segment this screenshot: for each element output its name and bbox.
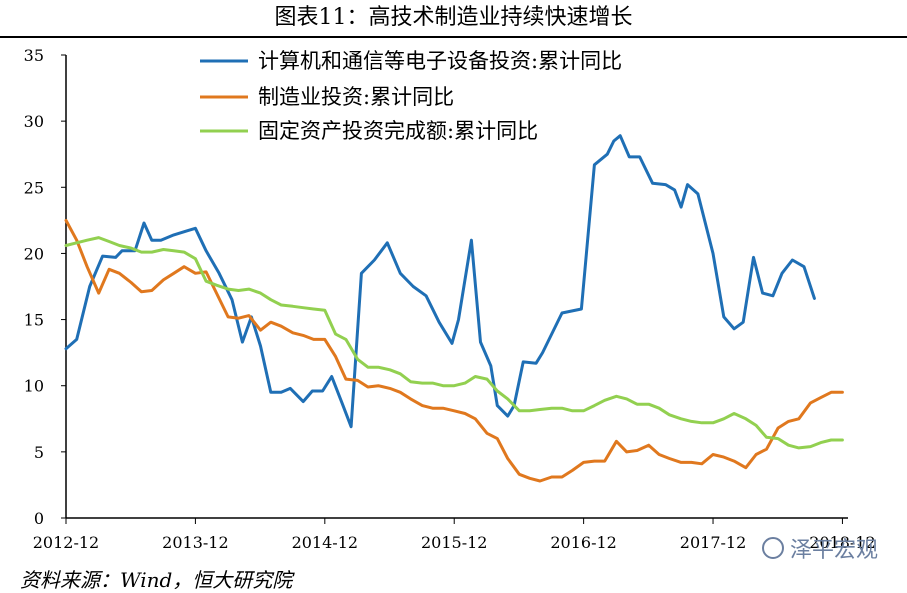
- y-tick-label: 35: [24, 46, 44, 65]
- series-line-3: [64, 236, 844, 450]
- x-axis-ticks: 2012-12 2013-12 2014-12 2015-12 2016-12 2017-…: [33, 518, 876, 552]
- legend: 计算机和通信等电子设备投资:累计同比制造业投资:累计同比固定资产投资完成额:累计…: [200, 49, 622, 143]
- y-tick-label: 15: [24, 311, 44, 330]
- x-tick-label: 2014-12: [292, 533, 358, 552]
- chart-title: 图表11：高技术制造业持续快速增长: [0, 0, 907, 38]
- legend-label-1: 计算机和通信等电子设备投资:累计同比: [258, 49, 622, 73]
- y-tick-label: 30: [24, 112, 44, 131]
- y-tick-label: 25: [24, 178, 44, 197]
- x-tick-label: 2018-12: [809, 533, 875, 552]
- x-tick-label: 2012-12: [33, 533, 99, 552]
- y-tick-label: 10: [24, 377, 44, 396]
- chart-axes: [65, 55, 848, 519]
- wechat-icon: [762, 537, 784, 559]
- watermark: 泽平宏观: [762, 532, 878, 564]
- series-lines: [64, 134, 844, 483]
- legend-label-2: 制造业投资:累计同比: [258, 85, 454, 109]
- x-tick-label: 2015-12: [421, 533, 487, 552]
- y-axis-ticks: 0 5 10 15 20 25 30 35: [24, 46, 66, 528]
- legend-label-3: 固定资产投资完成额:累计同比: [258, 119, 538, 143]
- y-tick-label: 20: [24, 244, 44, 263]
- watermark-text: 泽平宏观: [790, 538, 879, 563]
- source-note: 资料来源：Wind，恒大研究院: [20, 568, 293, 592]
- x-tick-label: 2017-12: [680, 533, 746, 552]
- series-line-2: [64, 218, 844, 483]
- y-tick-label: 5: [34, 443, 44, 462]
- series-line-1: [64, 134, 816, 429]
- x-tick-label: 2016-12: [550, 533, 616, 552]
- y-tick-label: 0: [34, 509, 44, 528]
- x-tick-label: 2013-12: [162, 533, 228, 552]
